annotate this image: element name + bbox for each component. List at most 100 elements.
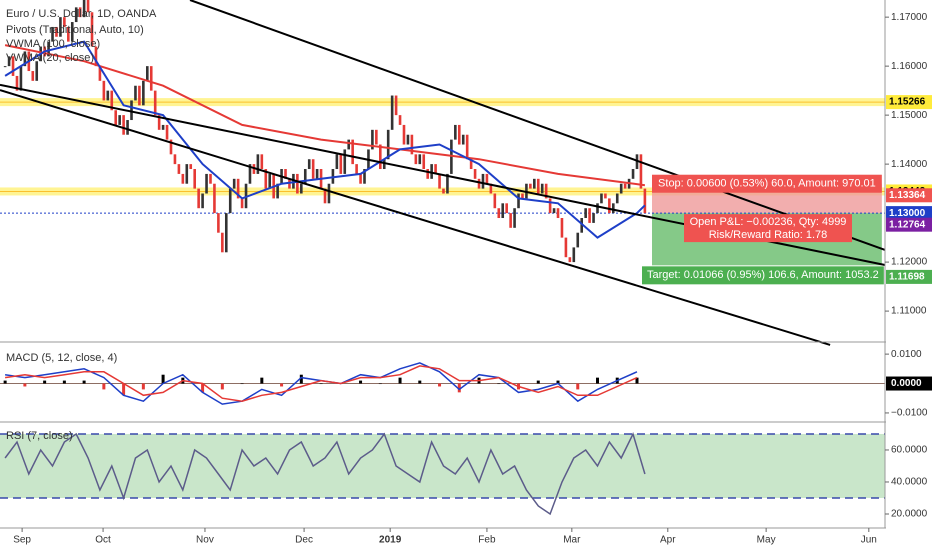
candle [327,183,331,204]
candle [260,154,264,170]
macd-hist [418,380,422,384]
candle [339,154,343,174]
macd-hist [260,377,264,384]
candle [217,213,220,233]
candle [149,66,153,91]
price-label: 1.11698 [889,272,925,283]
candle [11,56,15,76]
x-tick-label: Nov [196,535,214,546]
candle [106,90,110,101]
macd-hist [161,374,165,384]
target-label-bg [642,266,884,285]
candle [631,169,635,179]
candle [529,183,532,189]
price-label-bg [886,217,932,232]
candle [248,164,252,184]
candle [67,26,70,42]
stop-label-bg [652,174,882,193]
candle [623,183,627,189]
candle [51,26,54,42]
candle [619,183,623,194]
macd-hist [102,383,106,390]
macd-hist [23,383,27,387]
y-tick-label: 40.0000 [891,477,928,488]
macd-hist [438,383,442,387]
candle [323,188,327,204]
candle [461,134,465,145]
macd-hist [596,377,600,384]
macd-hist [43,380,47,384]
candle [82,0,86,18]
candle [493,193,497,209]
candle [47,41,50,57]
candle [497,208,501,219]
candle [161,124,165,130]
candle [375,129,378,145]
candle [90,12,94,47]
macd-hist [3,380,7,384]
candle [78,7,82,18]
x-tick-label: Feb [478,535,496,546]
candle [134,85,137,101]
macd-hist [220,383,224,390]
candle [410,134,414,155]
candle [615,193,619,204]
candle [126,120,129,135]
candle [517,193,520,209]
candle [189,164,193,170]
candle [63,17,66,27]
channel-line [0,89,831,346]
candle [556,208,560,219]
candle [201,193,204,209]
candle [588,208,591,223]
candle [465,134,469,160]
zero-label: 0.0000 [891,378,922,389]
candle [643,188,647,214]
candle [398,115,402,125]
macd-hist [82,380,86,384]
candle [197,188,200,209]
candle [343,149,347,174]
candle [98,66,102,81]
candle [232,178,236,189]
candle [335,154,339,170]
candle [224,213,228,253]
candle [296,173,299,194]
candle [118,115,121,125]
candle [489,183,493,194]
candle [473,169,477,179]
candle [434,164,437,174]
candle [379,144,382,170]
candle [513,208,516,228]
price-label: 1.12764 [889,219,926,230]
price-label: 1.13364 [889,190,926,201]
y-tick-label: −0.0100 [891,408,928,419]
candle [86,0,90,13]
y-tick-label: 1.12000 [891,257,928,268]
candle [426,169,429,179]
candle [544,183,548,199]
y-tick-label: 0.0100 [891,349,922,360]
pnl-bg [684,214,853,243]
candle [228,188,232,214]
macd-title: MACD (5, 12, close, 4) [6,352,117,364]
stop-label: Stop: 0.00600 (0.53%) 60.0, Amount: 970.… [658,178,876,190]
price-label-bg [886,269,932,284]
macd-hist [201,383,205,393]
candle [418,154,422,165]
candle [31,71,35,81]
candle [177,164,181,174]
price-label: 1.15266 [889,97,926,108]
candle [359,173,362,184]
candle [390,95,394,130]
candle [165,124,169,140]
macd-hist [141,383,145,390]
candle [7,56,11,67]
price-label-bg [886,188,932,203]
candle [157,115,161,130]
candle [300,183,303,194]
candle [74,7,78,23]
candle [639,154,643,189]
pnl-label: Open P&L: −0.00236, Qty: 4999 [690,216,847,228]
candle [114,110,118,125]
